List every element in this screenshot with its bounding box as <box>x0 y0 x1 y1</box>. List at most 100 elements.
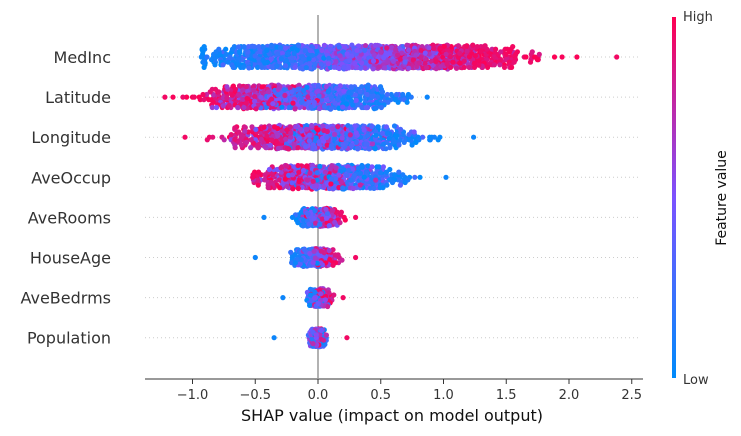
shap-point <box>226 102 232 108</box>
shap-point <box>295 185 301 192</box>
shap-point <box>290 172 296 178</box>
shap-point <box>323 83 329 90</box>
shap-point <box>232 136 238 142</box>
shap-point <box>221 137 227 143</box>
shap-point <box>309 122 315 129</box>
shap-point <box>317 221 323 227</box>
shap-points <box>162 42 620 350</box>
shap-point <box>291 50 297 57</box>
shap-point <box>384 91 390 98</box>
shap-point <box>491 62 497 68</box>
shap-point <box>444 60 450 66</box>
shap-point <box>352 92 358 98</box>
shap-point <box>313 183 320 189</box>
shap-point <box>335 96 341 102</box>
shap-point <box>333 58 339 65</box>
shap-point <box>240 87 246 93</box>
shap-point <box>262 60 268 66</box>
shap-point <box>307 250 313 257</box>
shap-point <box>290 100 296 106</box>
shap-point <box>369 124 375 130</box>
shap-point <box>412 174 418 180</box>
shap-point <box>243 84 249 90</box>
shap-point <box>369 93 375 99</box>
shap-point <box>335 124 341 130</box>
shap-point <box>277 185 283 191</box>
shap-point <box>331 64 337 70</box>
shap-point <box>199 46 205 52</box>
shap-point <box>328 95 334 101</box>
shap-point <box>312 255 318 261</box>
feature-label: MedInc <box>54 48 111 67</box>
shap-point <box>223 51 229 58</box>
shap-point <box>236 44 242 50</box>
shap-point <box>461 64 467 70</box>
feature-label: AveBedrms <box>20 289 111 308</box>
shap-point <box>461 58 467 64</box>
shap-point <box>369 164 375 170</box>
shap-point <box>422 60 428 66</box>
shap-point <box>310 259 316 266</box>
shap-point <box>329 163 335 169</box>
shap-point <box>244 95 250 102</box>
shap-point <box>400 91 406 98</box>
shap-point <box>318 291 324 297</box>
shap-point <box>396 169 402 175</box>
shap-point <box>365 82 371 88</box>
shap-point <box>308 292 314 298</box>
shap-point <box>238 142 245 148</box>
feature-label: HouseAge <box>30 249 111 268</box>
shap-point <box>353 254 359 261</box>
shap-point <box>292 106 298 112</box>
shap-point <box>288 130 294 136</box>
shap-point <box>370 58 377 64</box>
shap-point <box>316 93 322 99</box>
shap-point <box>405 91 411 98</box>
shap-point <box>229 92 235 98</box>
shap-point <box>269 137 275 143</box>
shap-point <box>390 58 396 64</box>
shap-point <box>266 166 272 173</box>
shap-point <box>383 146 389 152</box>
shap-point <box>264 47 270 54</box>
shap-point <box>301 246 307 253</box>
shap-point <box>332 219 338 225</box>
shap-point <box>380 130 386 136</box>
shap-point <box>262 177 268 183</box>
shap-point <box>236 129 242 135</box>
shap-point <box>510 44 516 50</box>
shap-point <box>406 65 412 71</box>
shap-point <box>365 163 371 169</box>
shap-point <box>372 42 378 48</box>
shap-point <box>314 177 320 183</box>
shap-point <box>245 44 252 50</box>
shap-point <box>409 142 415 148</box>
shap-point <box>282 176 288 182</box>
shap-point <box>204 91 210 98</box>
shap-point <box>273 138 279 144</box>
shap-point <box>344 172 350 178</box>
shap-point <box>263 104 269 111</box>
shap-point <box>278 56 284 62</box>
shap-point <box>246 65 252 71</box>
shap-point <box>377 170 384 176</box>
shap-point <box>377 84 384 90</box>
shap-point <box>361 174 367 180</box>
shap-point <box>287 124 293 130</box>
shap-point <box>261 124 267 130</box>
shap-point <box>454 65 460 71</box>
shap-point <box>213 49 219 55</box>
shap-point <box>338 209 344 215</box>
shap-point <box>437 45 443 51</box>
shap-point <box>287 85 293 91</box>
shap-point <box>363 51 369 57</box>
shap-point <box>450 59 456 65</box>
shap-point <box>292 260 298 266</box>
shap-point <box>270 101 276 107</box>
shap-point <box>261 143 268 149</box>
shap-point <box>614 54 620 60</box>
shap-point <box>306 132 313 138</box>
shap-point <box>210 134 216 140</box>
shap-point <box>248 145 254 151</box>
shap-point <box>441 43 447 49</box>
